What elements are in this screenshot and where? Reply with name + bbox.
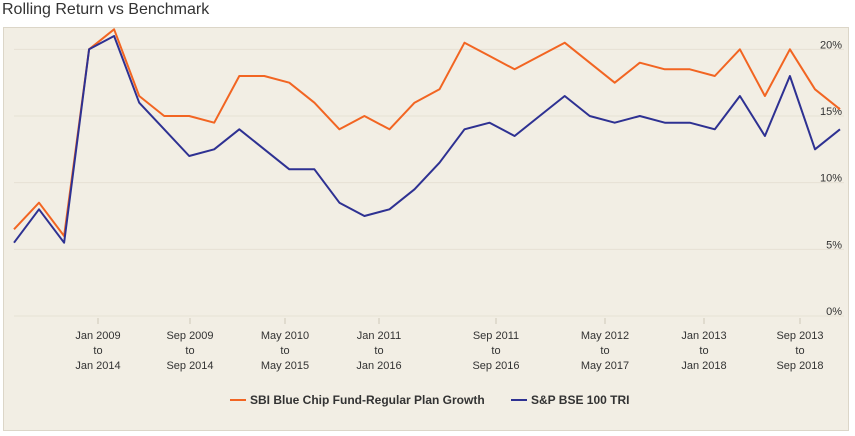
x-axis-ticks: Jan 2009 to Jan 2014 Sep 2009 to Sep 2014 May … bbox=[75, 318, 824, 372]
legend: SBI Blue Chip Fund-Regular Plan Growth S&… bbox=[230, 393, 629, 407]
x-tick-label: May 2010 bbox=[261, 330, 309, 342]
x-tick-label: Jan 2018 bbox=[681, 360, 726, 372]
y-tick-label: 10% bbox=[820, 173, 842, 185]
x-tick-label: Sep 2011 bbox=[473, 330, 519, 342]
y-axis-ticks: 0% 5% 10% 15% 20% bbox=[820, 39, 842, 318]
x-tick-label: to bbox=[185, 345, 194, 357]
x-tick-label: to bbox=[280, 345, 289, 357]
x-tick-label: to bbox=[699, 345, 708, 357]
y-tick-label: 5% bbox=[826, 239, 842, 251]
x-tick-label: Jan 2016 bbox=[356, 360, 401, 372]
x-tick-label: Jan 2011 bbox=[357, 330, 401, 342]
x-tick-label: Sep 2013 bbox=[776, 330, 823, 342]
x-tick-label: to bbox=[600, 345, 609, 357]
x-tick-label: Jan 2014 bbox=[75, 360, 120, 372]
x-tick-label: Jan 2009 bbox=[75, 330, 120, 342]
y-tick-label: 0% bbox=[826, 306, 842, 318]
x-tick-label: to bbox=[491, 345, 500, 357]
x-tick-label: to bbox=[93, 345, 102, 357]
series-lines bbox=[13, 28, 841, 244]
legend-item[interactable]: S&P BSE 100 TRI bbox=[531, 393, 629, 407]
legend-item[interactable]: SBI Blue Chip Fund-Regular Plan Growth bbox=[250, 393, 485, 407]
x-tick-label: Sep 2014 bbox=[166, 360, 213, 372]
x-tick-label: May 2012 bbox=[581, 330, 629, 342]
x-tick-label: Sep 2018 bbox=[776, 360, 823, 372]
x-tick-label: Jan 2013 bbox=[681, 330, 726, 342]
x-tick-label: Sep 2009 bbox=[166, 330, 213, 342]
fund-series-line bbox=[13, 28, 841, 237]
chart-area bbox=[3, 27, 849, 431]
x-tick-label: to bbox=[374, 345, 383, 357]
benchmark-series-line bbox=[13, 35, 841, 244]
x-tick-label: to bbox=[795, 345, 804, 357]
x-tick-label: May 2015 bbox=[261, 360, 309, 372]
grid-lines bbox=[14, 48, 844, 317]
page-title: Rolling Return vs Benchmark bbox=[2, 1, 210, 18]
x-tick-label: May 2017 bbox=[581, 360, 629, 372]
y-tick-label: 20% bbox=[820, 39, 842, 51]
x-tick-label: Sep 2016 bbox=[472, 360, 519, 372]
y-tick-label: 15% bbox=[820, 106, 842, 118]
